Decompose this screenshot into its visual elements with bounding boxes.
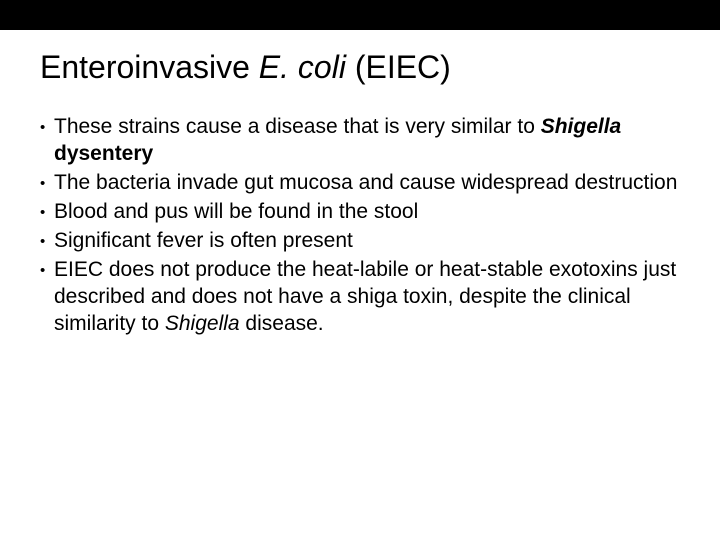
bullet-item: EIEC does not produce the heat-labile or… — [40, 257, 680, 338]
bullet-text-run: Shigella — [541, 115, 622, 138]
bullet-text-run: The bacteria invade gut mucosa and cause… — [54, 171, 677, 194]
title-italic: E. coli — [259, 49, 346, 85]
bullet-text-run: EIEC does not produce the heat-labile or… — [54, 258, 676, 335]
bullet-text-run: Shigella — [165, 312, 240, 335]
bullet-item: These strains cause a disease that is ve… — [40, 114, 680, 168]
bullet-item: The bacteria invade gut mucosa and cause… — [40, 170, 680, 197]
bullet-item: Significant fever is often present — [40, 228, 680, 255]
title-part2: (EIEC) — [346, 49, 451, 85]
bullet-text-run: Significant fever is often present — [54, 229, 353, 252]
slide-title: Enteroinvasive E. coli (EIEC) — [40, 48, 680, 86]
title-part1: Enteroinvasive — [40, 49, 259, 85]
bullet-list: These strains cause a disease that is ve… — [40, 114, 680, 337]
bullet-text-run: These strains cause a disease that is ve… — [54, 115, 541, 138]
top-bar — [0, 0, 720, 30]
slide: Enteroinvasive E. coli (EIEC) These stra… — [0, 0, 720, 540]
content-wrap: Enteroinvasive E. coli (EIEC) These stra… — [0, 30, 720, 337]
bullet-text-run: Blood and pus will be found in the stool — [54, 200, 418, 223]
bullet-text-run: dysentery — [54, 142, 153, 165]
bullet-text-run: disease. — [240, 312, 324, 335]
bullet-item: Blood and pus will be found in the stool — [40, 199, 680, 226]
